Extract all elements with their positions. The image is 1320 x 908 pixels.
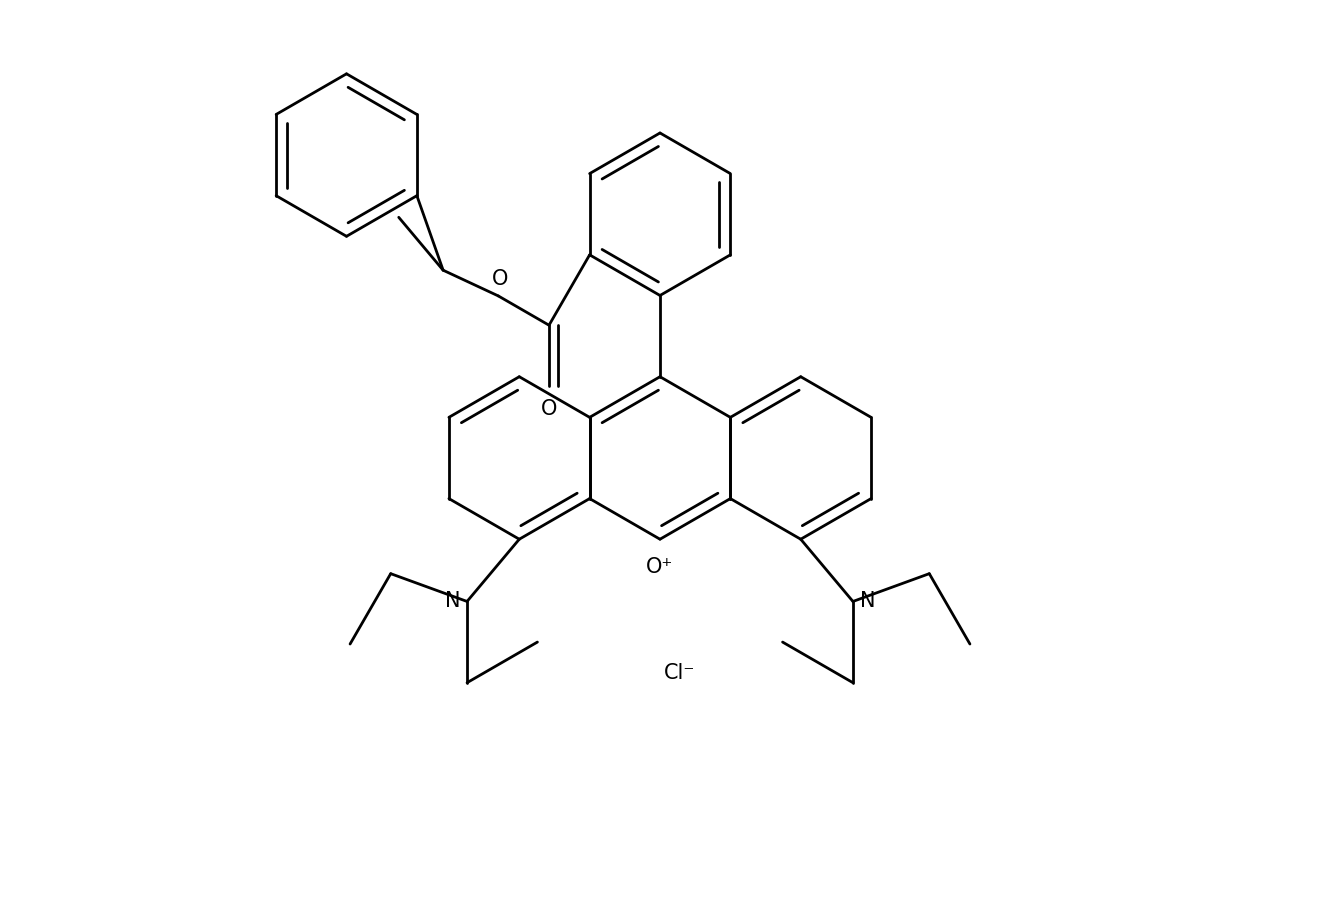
Text: N: N xyxy=(445,591,461,611)
Text: O⁺: O⁺ xyxy=(647,557,673,577)
Text: N: N xyxy=(859,591,875,611)
Text: O: O xyxy=(541,399,557,419)
Text: O: O xyxy=(492,269,508,289)
Text: Cl⁻: Cl⁻ xyxy=(664,663,696,683)
